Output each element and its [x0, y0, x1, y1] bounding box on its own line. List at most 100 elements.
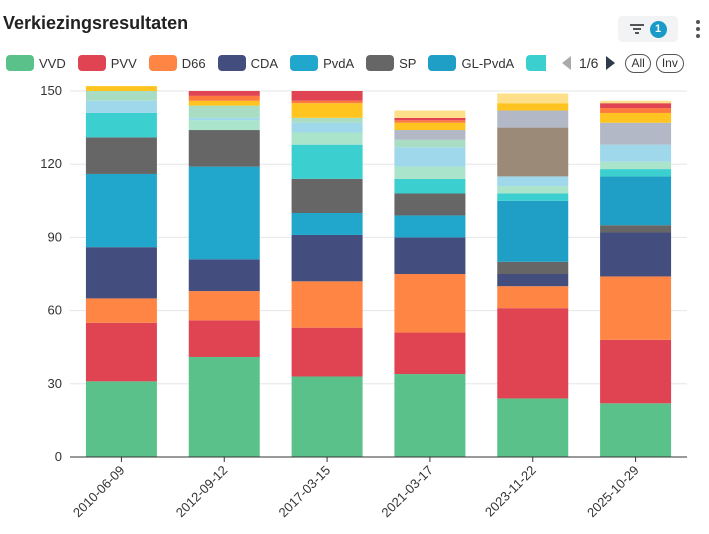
- bar-segment: [497, 103, 569, 111]
- bar-segment: [188, 117, 260, 121]
- bar-segment: [188, 291, 260, 321]
- legend-next-icon[interactable]: [606, 56, 616, 70]
- stacked-bar-chart: 0 30 60 90 120 150 2010-06-09 2012-09-12 2017-03…: [40, 83, 687, 521]
- filter-button[interactable]: 1: [618, 16, 678, 42]
- bar-segment: [291, 117, 363, 123]
- bar-segment: [394, 147, 466, 167]
- legend-swatch: [6, 55, 34, 71]
- legend-label: CDA: [250, 55, 279, 71]
- legend-label: VVD: [39, 55, 66, 71]
- bar-segment: [497, 308, 569, 399]
- bar-segment: [291, 281, 363, 328]
- bar-segment: [85, 100, 157, 113]
- bar-segment: [600, 108, 672, 113]
- bar-segment: [394, 130, 466, 140]
- bar-segment: [394, 178, 466, 194]
- legend-prev-icon[interactable]: [562, 56, 571, 70]
- legend-item-sp[interactable]: SP: [366, 55, 416, 71]
- bar-segment: [291, 178, 363, 213]
- bar-segment: [291, 213, 363, 235]
- bar-segment: [291, 132, 363, 145]
- y-tick-label: 60: [48, 303, 62, 318]
- bar-segment: [394, 139, 466, 148]
- bar-segment: [291, 103, 363, 118]
- legend-swatch: [290, 55, 319, 71]
- legend-select-all-button[interactable]: All: [625, 53, 651, 73]
- bar-segment: [291, 376, 363, 457]
- bar-segment: [600, 161, 672, 170]
- bar-segment: [600, 100, 672, 104]
- x-tick-label: 2023-11-22: [482, 463, 539, 520]
- bar-segment: [291, 327, 363, 377]
- bar-segment: [600, 225, 672, 233]
- x-tick-label: 2010-06-09: [70, 463, 128, 521]
- bar-segment: [394, 215, 466, 238]
- legend-pager: 1/6 All Inv: [562, 52, 689, 74]
- bar-segment: [600, 403, 672, 457]
- bar-segment: [85, 247, 157, 299]
- bar-segment: [497, 200, 569, 262]
- x-tick-label: 2017-03-15: [276, 463, 334, 521]
- x-tick-label: 2025-10-29: [584, 463, 642, 521]
- legend-label: PvdA: [323, 55, 355, 71]
- bar-segment: [85, 173, 157, 248]
- legend-swatch: [217, 55, 246, 71]
- bar-segment: [85, 137, 157, 174]
- legend-item-gl-pvda[interactable]: GL-PvdA: [428, 55, 514, 71]
- bar-segment: [497, 261, 569, 274]
- bar-segment: [188, 100, 260, 106]
- bar-segment: [394, 166, 466, 179]
- legend-item-pvda[interactable]: PvdA: [290, 55, 354, 71]
- legend-item-vvd[interactable]: VVD: [6, 55, 66, 71]
- y-tick-label: 30: [48, 376, 62, 391]
- bar-segment: [291, 144, 363, 179]
- bar-segment: [600, 144, 672, 162]
- bar-segment: [600, 112, 672, 123]
- bar-segment: [600, 122, 672, 145]
- bar-segment: [291, 91, 363, 101]
- legend-swatch: [428, 55, 457, 71]
- legend-item-cut-off[interactable]: [526, 55, 551, 71]
- bar-segment: [85, 322, 157, 382]
- legend-page-indicator: 1/6: [579, 55, 599, 71]
- bar-segment: [85, 298, 157, 323]
- bar-segment: [394, 274, 466, 333]
- more-options-icon[interactable]: [690, 18, 706, 40]
- bar-segment: [394, 237, 466, 274]
- bar-segment: [394, 122, 466, 131]
- bar-segment: [85, 112, 157, 138]
- legend-label: D66: [181, 55, 206, 71]
- bar-segment: [394, 374, 466, 457]
- legend-label: PVV: [110, 55, 137, 71]
- bar-segment: [497, 398, 569, 457]
- chart-legend: VVD PVV D66 CDA PvdA SP GL-PvdA: [6, 52, 563, 74]
- bar-segment: [497, 286, 569, 309]
- bar-segment: [291, 100, 363, 104]
- filter-count-badge: 1: [649, 20, 667, 38]
- filter-icon: [629, 23, 644, 35]
- bar-segment: [85, 381, 157, 457]
- bar-segment: [394, 110, 466, 118]
- y-tick-label: 90: [48, 229, 62, 244]
- bar-segment: [497, 193, 569, 201]
- y-tick-label: 150: [40, 83, 62, 98]
- bar-segment: [188, 259, 260, 292]
- bar-segment: [188, 166, 260, 260]
- legend-item-pvv[interactable]: PVV: [77, 55, 137, 71]
- legend-swatch: [148, 55, 177, 71]
- legend-invert-button[interactable]: Inv: [655, 53, 684, 73]
- bar-segment: [497, 127, 569, 177]
- bar-segment: [85, 86, 157, 91]
- legend-label: SP: [399, 55, 417, 71]
- bar-segment: [600, 232, 672, 277]
- bar-segment: [497, 274, 569, 287]
- bar-segment: [600, 339, 672, 404]
- bar-segment: [497, 176, 569, 187]
- legend-item-cda[interactable]: CDA: [217, 55, 279, 71]
- bar-segment: [291, 122, 363, 133]
- y-tick-label: 0: [55, 449, 62, 464]
- bar-segment: [188, 130, 260, 167]
- legend-label: GL-PvdA: [461, 55, 515, 71]
- legend-item-d66[interactable]: D66: [148, 55, 206, 71]
- bar-segment: [188, 356, 260, 457]
